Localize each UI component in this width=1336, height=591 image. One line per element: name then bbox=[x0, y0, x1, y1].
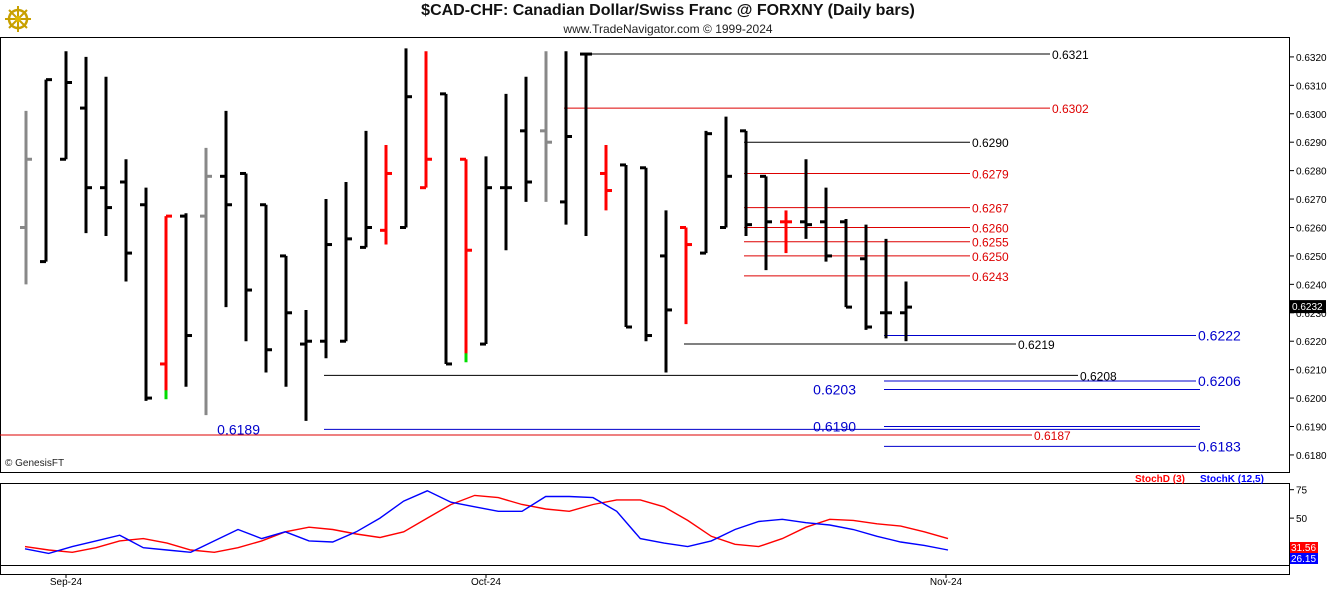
level-label-0.6187: 0.6187 bbox=[1034, 429, 1071, 443]
level-label-0.6190: 0.6190 bbox=[813, 419, 856, 435]
last-price-box bbox=[1290, 300, 1326, 314]
stoch-pane-frame bbox=[0, 483, 1290, 575]
price-axis-label: 0.6230 bbox=[1296, 309, 1327, 320]
level-label-0.6189: 0.6189 bbox=[217, 421, 260, 437]
stoch-axis-label: 75 bbox=[1296, 486, 1308, 497]
price-pane-frame bbox=[0, 37, 1290, 473]
copyright-label: © GenesisFT bbox=[5, 458, 65, 469]
level-label-0.6321: 0.6321 bbox=[1052, 48, 1089, 62]
last-price-label: 0.6232 bbox=[1292, 302, 1323, 313]
x-axis-label: Sep-24 bbox=[50, 577, 83, 588]
level-label-0.6203: 0.6203 bbox=[813, 382, 856, 398]
level-label-0.6255: 0.6255 bbox=[972, 236, 1009, 250]
chart-title: $CAD-CHF: Canadian Dollar/Swiss Franc @ … bbox=[421, 2, 915, 19]
price-axis-label: 0.6190 bbox=[1296, 423, 1327, 434]
price-axis-label: 0.6250 bbox=[1296, 252, 1327, 263]
stoch-legend-d: StochD (3) bbox=[1135, 474, 1185, 485]
x-axis-label: Nov-24 bbox=[930, 577, 963, 588]
price-axis-label: 0.6300 bbox=[1296, 110, 1327, 121]
level-label-0.6206: 0.6206 bbox=[1198, 373, 1241, 389]
price-axis-label: 0.6280 bbox=[1296, 167, 1327, 178]
price-axis-label: 0.6290 bbox=[1296, 138, 1327, 149]
price-axis-label: 0.6320 bbox=[1296, 53, 1327, 64]
level-label-0.6250: 0.6250 bbox=[972, 250, 1009, 264]
stoch-line-d bbox=[24, 494, 949, 554]
stoch-legend-k: StochK (12,5) bbox=[1200, 474, 1264, 485]
price-axis-label: 0.6220 bbox=[1296, 337, 1327, 348]
stoch-axis-label: 50 bbox=[1296, 514, 1308, 525]
stoch-line-k bbox=[24, 490, 949, 555]
stoch-last-label-d: 31.56 bbox=[1291, 543, 1316, 554]
level-label-0.6260: 0.6260 bbox=[972, 221, 1009, 235]
level-label-0.6302: 0.6302 bbox=[1052, 102, 1089, 116]
price-axis-label: 0.6270 bbox=[1296, 195, 1327, 206]
level-label-0.6208: 0.6208 bbox=[1080, 369, 1117, 383]
price-axis-label: 0.6200 bbox=[1296, 394, 1327, 405]
x-axis-label: Oct-24 bbox=[471, 577, 501, 588]
price-axis-label: 0.6240 bbox=[1296, 280, 1327, 291]
chart-subtitle: www.TradeNavigator.com © 1999-2024 bbox=[563, 22, 773, 36]
level-label-0.6279: 0.6279 bbox=[972, 167, 1009, 181]
price-axis-label: 0.6260 bbox=[1296, 223, 1327, 234]
level-label-0.6290: 0.6290 bbox=[972, 136, 1009, 150]
level-label-0.6243: 0.6243 bbox=[972, 270, 1009, 284]
level-label-0.6222: 0.6222 bbox=[1198, 328, 1241, 344]
price-axis-label: 0.6210 bbox=[1296, 366, 1327, 377]
stoch-last-box-k bbox=[1290, 553, 1318, 564]
stoch-last-box-d bbox=[1290, 542, 1318, 553]
level-label-0.6267: 0.6267 bbox=[972, 202, 1009, 216]
level-label-0.6183: 0.6183 bbox=[1198, 438, 1241, 454]
stoch-last-label-k: 26.15 bbox=[1291, 554, 1316, 565]
level-label-0.6219: 0.6219 bbox=[1018, 338, 1055, 352]
price-axis-label: 0.6180 bbox=[1296, 451, 1327, 462]
price-axis-label: 0.6310 bbox=[1296, 81, 1327, 92]
ship-wheel-logo bbox=[3, 3, 33, 35]
